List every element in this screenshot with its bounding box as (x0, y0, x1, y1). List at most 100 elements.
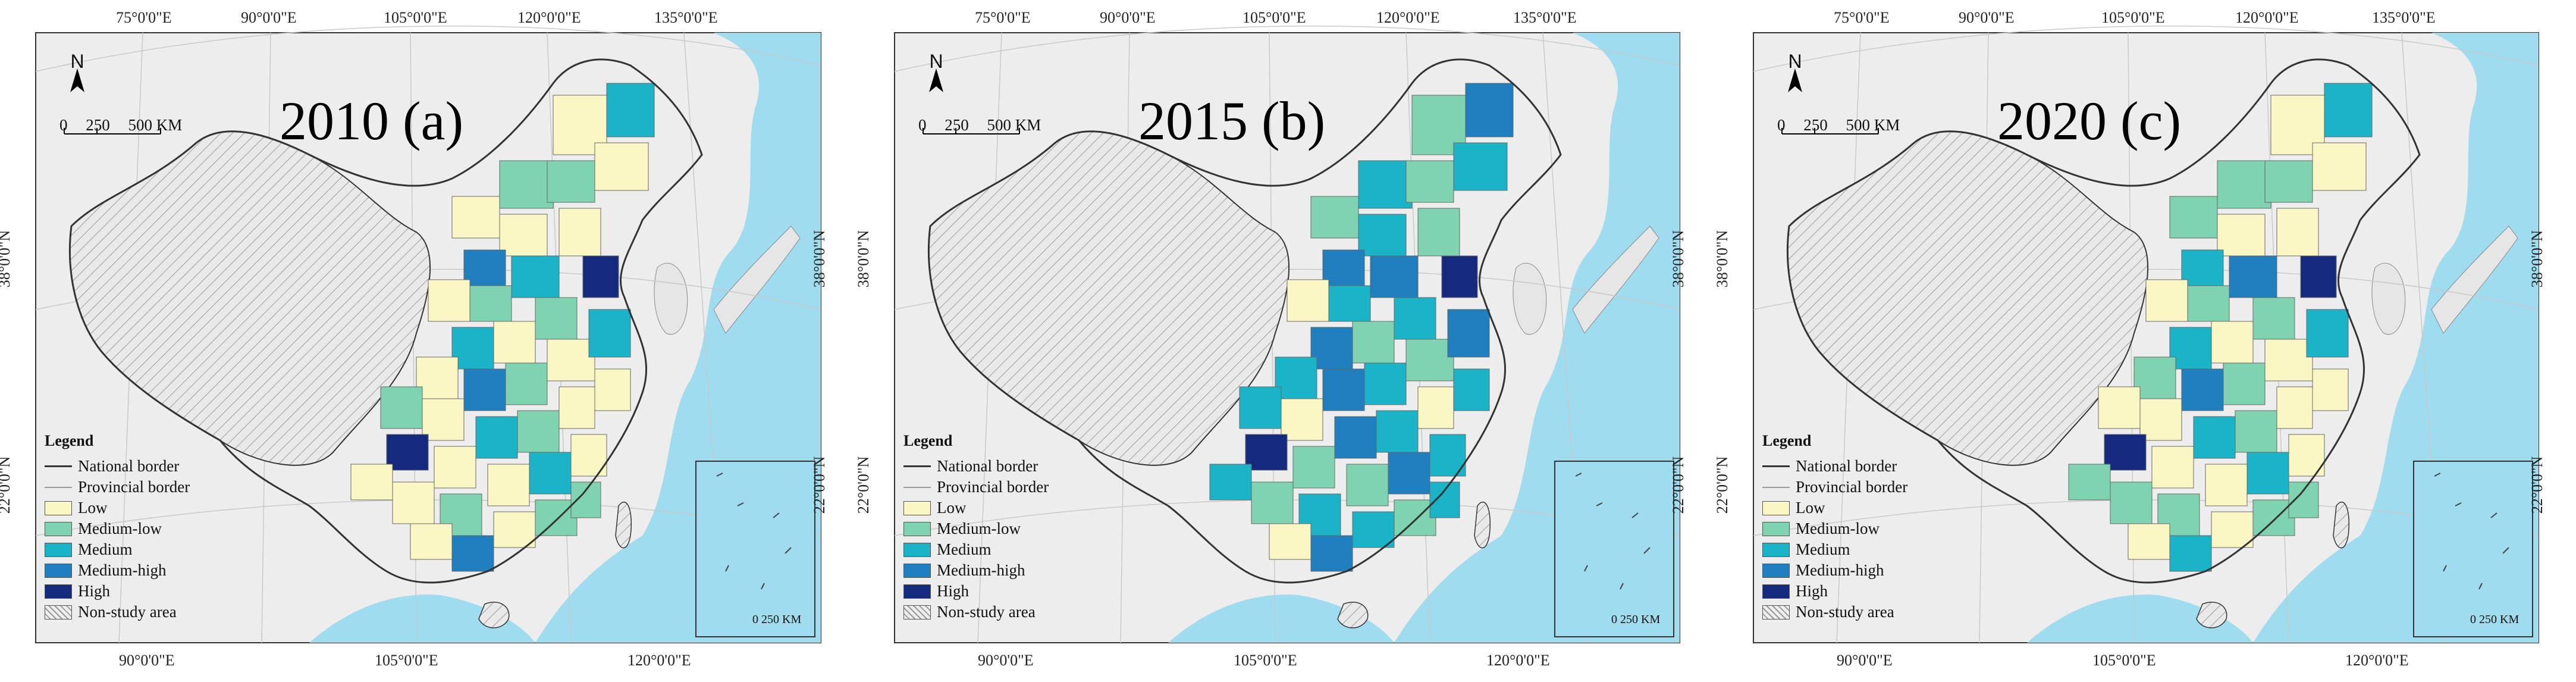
region-medium-low (2110, 481, 2153, 524)
legend-swatch (903, 521, 931, 536)
region-high (2104, 434, 2147, 471)
scale-label: 500 KM (987, 116, 1041, 134)
region-low (2211, 321, 2254, 364)
scale-label: 250 (1803, 116, 1828, 134)
japan (2431, 226, 2518, 334)
taiwan (615, 501, 632, 549)
north-arrow: N (1777, 51, 1813, 73)
hainan (478, 602, 510, 628)
region-low (499, 214, 548, 256)
national-border-swatch (1762, 465, 1790, 467)
region-low (451, 196, 500, 239)
region-medium (2169, 535, 2212, 572)
legend-class-medium-low: Medium-low (1762, 518, 1907, 539)
top-coord-label: 75°0'0"E (975, 9, 1031, 26)
legend-label: High (1796, 582, 1828, 600)
region-low (2312, 368, 2349, 411)
panel-title: 2010 (a) (280, 90, 464, 151)
region-medium-high (463, 368, 506, 411)
legend-label: National border (937, 457, 1038, 475)
scale-label: 250 (945, 116, 969, 134)
provincial-border-swatch (45, 486, 72, 488)
region-medium-low (2235, 410, 2277, 453)
legend: Legend National border Provincial border… (45, 433, 190, 622)
legend-provincial-border: Provincial border (903, 477, 1049, 498)
right-coord-label: 22°0'0"N (1670, 456, 1687, 514)
region-medium (475, 416, 518, 459)
right-coord-label: 22°0'0"N (811, 456, 829, 514)
region-low (1417, 386, 1454, 429)
legend-label: Provincial border (1796, 478, 1908, 496)
bottom-coord-label: 105°0'0"E (2092, 652, 2156, 669)
scale-bar-labels: 0 250 500 KM (918, 116, 1041, 134)
national-border-swatch (903, 465, 931, 467)
top-coord-label: 105°0'0"E (384, 9, 447, 26)
legend-national-border: National border (1762, 456, 1907, 477)
region-medium (1358, 160, 1413, 209)
non-study-swatch (903, 605, 931, 620)
top-coord-label: 135°0'0"E (1513, 9, 1577, 26)
region-medium-high (1388, 452, 1430, 495)
region-low (493, 511, 536, 548)
region-medium (1453, 142, 1508, 191)
region-medium (511, 255, 560, 298)
north-label: N (70, 51, 84, 72)
map-canvas (894, 25, 1680, 643)
region-medium-low (1292, 446, 1335, 489)
region-medium-low (2264, 160, 2313, 203)
legend-class-medium-high: Medium-high (45, 560, 190, 581)
region-medium-high (1370, 255, 1419, 298)
region-medium-low (2223, 362, 2266, 405)
map-panel: N 0 250 500 KM 2010 (a) 75°0'0"E 90°0'0"… (0, 0, 858, 682)
legend-label: Low (78, 499, 108, 517)
region-low (410, 523, 453, 560)
legend-swatch (903, 542, 931, 557)
region-medium (1376, 410, 1419, 453)
region-low (2264, 339, 2313, 381)
region-medium-low (505, 362, 548, 405)
region-medium-low (1405, 160, 1454, 203)
legend-swatch (1762, 584, 1790, 599)
region-low (2276, 208, 2319, 256)
region-medium (2246, 452, 2289, 495)
legend-swatch (45, 584, 72, 599)
legend-swatch (45, 542, 72, 557)
legend-non-study: Non-study area (45, 602, 190, 622)
top-coord-label: 120°0'0"E (517, 9, 581, 26)
south-sea-inset (1554, 461, 1674, 637)
region-medium-low (517, 410, 560, 453)
legend-label: Medium-low (937, 520, 1021, 537)
north-label: N (1788, 51, 1802, 72)
legend-class-high: High (45, 581, 190, 602)
legend-swatch (1762, 500, 1790, 515)
region-medium (1275, 356, 1317, 399)
legend-swatch (45, 521, 72, 536)
region-medium-low (1405, 339, 1454, 381)
region-medium (2181, 249, 2224, 292)
legend-non-study: Non-study area (1762, 602, 1907, 622)
south-sea-inset (2413, 461, 2533, 637)
region-low (2098, 386, 2141, 429)
right-coord-label: 38°0'0"N (1670, 230, 1687, 288)
top-coord-label: 75°0'0"E (1834, 9, 1890, 26)
legend-swatch (903, 500, 931, 515)
region-medium-low (499, 160, 554, 209)
region-medium (588, 309, 631, 358)
region-medium (2306, 309, 2349, 358)
region-medium-low (535, 297, 578, 340)
region-medium-high (2181, 368, 2224, 411)
bottom-coord-label: 120°0'0"E (2345, 652, 2409, 669)
national-border (68, 58, 703, 584)
region-medium-low (2252, 297, 2295, 340)
region-medium (2169, 327, 2212, 370)
scale-label: 250 (86, 116, 110, 134)
legend-class-high: High (903, 581, 1049, 602)
region-medium-low (2169, 196, 2218, 239)
region-low (2205, 464, 2248, 506)
korea (1513, 262, 1547, 335)
legend-label: Provincial border (78, 478, 190, 496)
region-medium-high (1465, 83, 1514, 137)
region-low (547, 339, 595, 381)
legend-label: Medium (937, 540, 992, 558)
region-medium (1209, 464, 1252, 500)
